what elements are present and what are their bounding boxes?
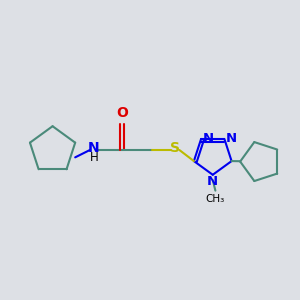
Text: CH₃: CH₃ (206, 194, 225, 204)
Text: N: N (88, 141, 100, 155)
Text: H: H (89, 151, 98, 164)
Text: S: S (170, 141, 180, 155)
Text: N: N (226, 132, 237, 145)
Text: O: O (116, 106, 128, 120)
Text: N: N (207, 176, 218, 188)
Text: N: N (202, 132, 214, 145)
